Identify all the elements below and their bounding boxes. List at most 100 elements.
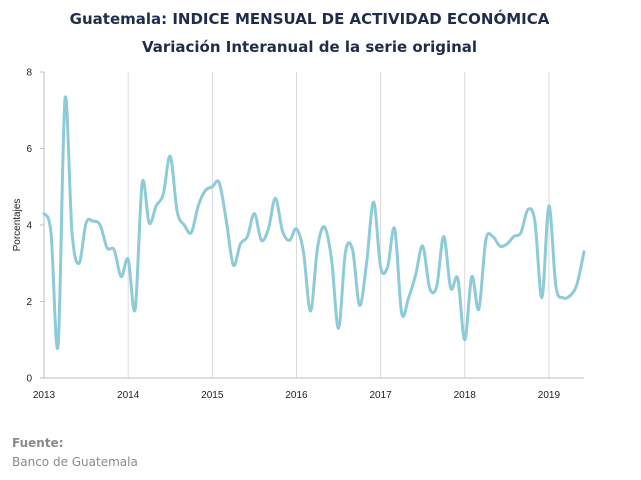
data-point <box>541 296 543 298</box>
data-point <box>534 220 536 222</box>
data-point <box>443 235 445 237</box>
data-point <box>499 245 501 247</box>
data-point <box>393 228 395 230</box>
data-point <box>471 275 473 277</box>
data-point <box>85 222 87 224</box>
data-point <box>43 212 45 214</box>
data-point <box>337 327 339 329</box>
data-point <box>267 228 269 230</box>
data-point <box>372 201 374 203</box>
x-tick-labels: 2013 2014 2015 2016 2017 2018 2019 <box>33 390 561 401</box>
data-point <box>155 205 157 207</box>
grid-lines <box>127 72 550 378</box>
data-point <box>527 209 529 211</box>
data-point <box>414 274 416 276</box>
data-point <box>576 283 578 285</box>
data-point <box>225 220 227 222</box>
x-tick-label-2014: 2014 <box>117 390 140 401</box>
axes <box>40 71 584 379</box>
data-point <box>239 243 241 245</box>
data-point <box>436 285 438 287</box>
y-tick-label-8: 8 <box>26 68 32 79</box>
series-group <box>42 95 586 350</box>
source-text: Banco de Guatemala <box>12 455 138 469</box>
data-point <box>295 228 297 230</box>
chart-title: Guatemala: INDICE MENSUAL DE ACTIVIDAD E… <box>69 10 550 28</box>
data-point <box>190 231 192 233</box>
data-point <box>506 243 508 245</box>
data-point <box>162 193 164 195</box>
data-point <box>92 220 94 222</box>
data-point <box>78 262 80 264</box>
series-line-0 <box>42 95 586 350</box>
y-tick-label-2: 2 <box>26 297 32 308</box>
data-point <box>281 230 283 232</box>
data-point <box>120 275 122 277</box>
data-point <box>134 308 136 310</box>
x-tick-label-2019: 2019 <box>538 390 561 401</box>
data-point <box>148 222 150 224</box>
data-point <box>232 264 234 266</box>
data-point <box>555 285 557 287</box>
data-point <box>492 235 494 237</box>
data-point <box>211 186 213 188</box>
data-point <box>379 266 381 268</box>
data-point <box>548 205 550 207</box>
data-point <box>71 231 73 233</box>
data-point <box>113 249 115 251</box>
data-point <box>323 226 325 228</box>
data-point <box>520 231 522 233</box>
data-point <box>400 312 402 314</box>
data-point <box>64 98 66 100</box>
data-point <box>106 247 108 249</box>
x-tick-label-2015: 2015 <box>201 390 224 401</box>
x-tick-label-2017: 2017 <box>369 390 392 401</box>
data-point <box>330 258 332 260</box>
data-point <box>302 251 304 253</box>
data-point <box>127 258 129 260</box>
data-point <box>464 339 466 341</box>
data-point <box>260 239 262 241</box>
data-point <box>50 231 52 233</box>
y-axis-label: Porcentajes <box>12 199 23 252</box>
data-point <box>246 235 248 237</box>
data-point <box>365 262 367 264</box>
data-point <box>176 210 178 212</box>
chart-subtitle: Variación Interanual de la serie origina… <box>141 38 478 56</box>
data-point <box>169 155 171 157</box>
data-point <box>218 182 220 184</box>
data-point <box>421 245 423 247</box>
data-point <box>253 212 255 214</box>
data-point <box>513 235 515 237</box>
data-point <box>562 296 564 298</box>
x-tick-label-2013: 2013 <box>33 390 56 401</box>
data-point <box>309 310 311 312</box>
data-point <box>478 308 480 310</box>
line-chart: 0 2 4 6 8 2013 2014 2015 2016 2017 2018 2019 Porce… <box>12 68 586 401</box>
x-tick-label-2016: 2016 <box>285 390 308 401</box>
x-tick-label-2018: 2018 <box>454 390 477 401</box>
data-point <box>386 266 388 268</box>
data-point <box>197 205 199 207</box>
data-point <box>316 247 318 249</box>
data-point <box>99 224 101 226</box>
y-tick-label-4: 4 <box>26 221 32 232</box>
data-point <box>569 295 571 297</box>
data-point <box>428 287 430 289</box>
data-point <box>204 189 206 191</box>
source-label: Fuente: <box>12 436 64 450</box>
data-point <box>583 251 585 253</box>
data-point <box>141 182 143 184</box>
y-tick-label-0: 0 <box>26 374 32 385</box>
y-tick-label-6: 6 <box>26 144 32 155</box>
data-point <box>450 287 452 289</box>
data-point <box>274 197 276 199</box>
data-point <box>358 304 360 306</box>
data-point <box>183 224 185 226</box>
data-point <box>344 251 346 253</box>
data-point <box>407 296 409 298</box>
data-point <box>351 249 353 251</box>
y-tick-labels: 0 2 4 6 8 <box>26 68 32 385</box>
data-point <box>288 239 290 241</box>
data-point <box>485 239 487 241</box>
